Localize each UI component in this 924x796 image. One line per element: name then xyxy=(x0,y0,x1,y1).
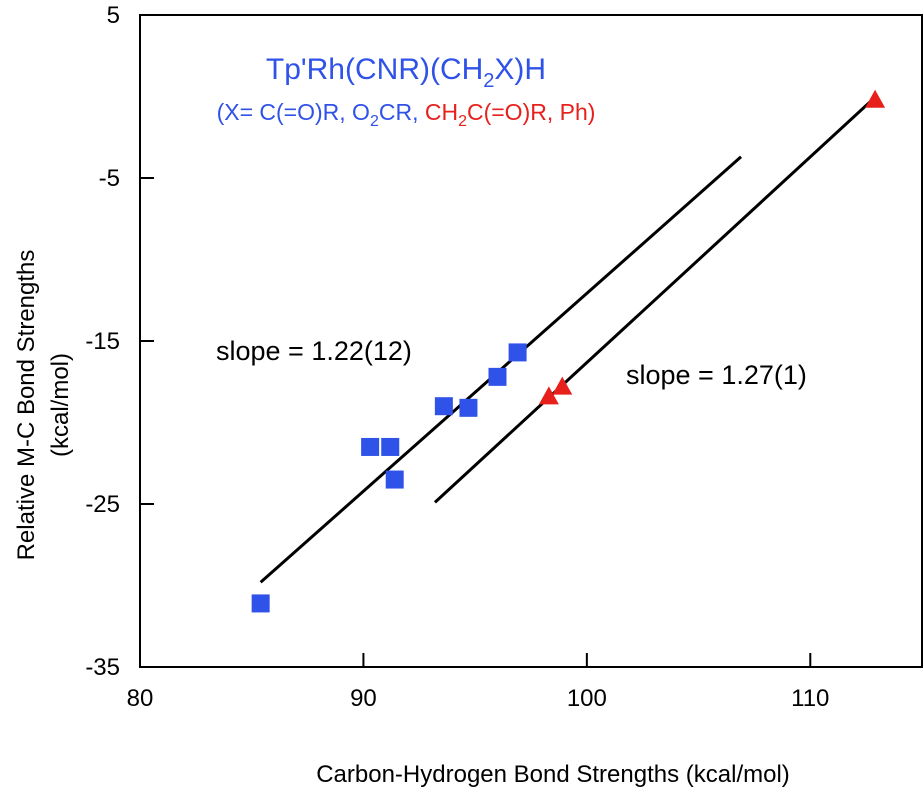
y-axis-title: Relative M-C Bond Strengths (kcal/mol) xyxy=(13,250,74,561)
slope-label-red: slope = 1.27(1) xyxy=(626,360,807,390)
y-tick-label-2: -15 xyxy=(85,328,120,355)
axis-ticks: 80 90 100 110 5 -5 -15 -25 -35 xyxy=(85,2,829,712)
y-tick-label-1: -5 xyxy=(99,165,120,192)
x-tick-label-2: 100 xyxy=(567,685,607,712)
point-square-4 xyxy=(434,397,453,416)
point-triangle-1 xyxy=(552,376,573,395)
data-markers xyxy=(251,89,886,613)
y-tick-label-3: -25 xyxy=(85,491,120,518)
point-square-0 xyxy=(251,594,270,613)
chart-title: Tp'Rh(CNR)(CH2X)H xyxy=(266,53,546,92)
point-square-7 xyxy=(508,343,527,362)
point-square-1 xyxy=(361,437,380,456)
y-tick-label-4: -35 xyxy=(85,654,120,681)
point-square-3 xyxy=(385,470,404,489)
point-square-5 xyxy=(459,398,478,417)
point-square-2 xyxy=(381,437,400,456)
point-triangle-0 xyxy=(538,386,559,405)
x-tick-label-3: 110 xyxy=(791,685,829,712)
slope-label-blue: slope = 1.22(12) xyxy=(216,336,412,366)
chart-subtitle: (X= C(=O)R, O2CR, CH2C(=O)R, Ph) xyxy=(217,99,596,130)
x-axis-title: Carbon-Hydrogen Bond Strengths (kcal/mol… xyxy=(316,761,790,788)
x-tick-label-0: 80 xyxy=(127,685,154,712)
point-triangle-2 xyxy=(865,89,886,108)
x-tick-label-1: 90 xyxy=(350,685,377,712)
y-tick-label-0: 5 xyxy=(107,2,120,29)
y-axis-title-line2: (kcal/mol) xyxy=(47,353,74,457)
point-square-6 xyxy=(488,367,507,386)
fit-line-1 xyxy=(433,100,872,504)
y-axis-title-line1: Relative M-C Bond Strengths xyxy=(13,250,40,561)
